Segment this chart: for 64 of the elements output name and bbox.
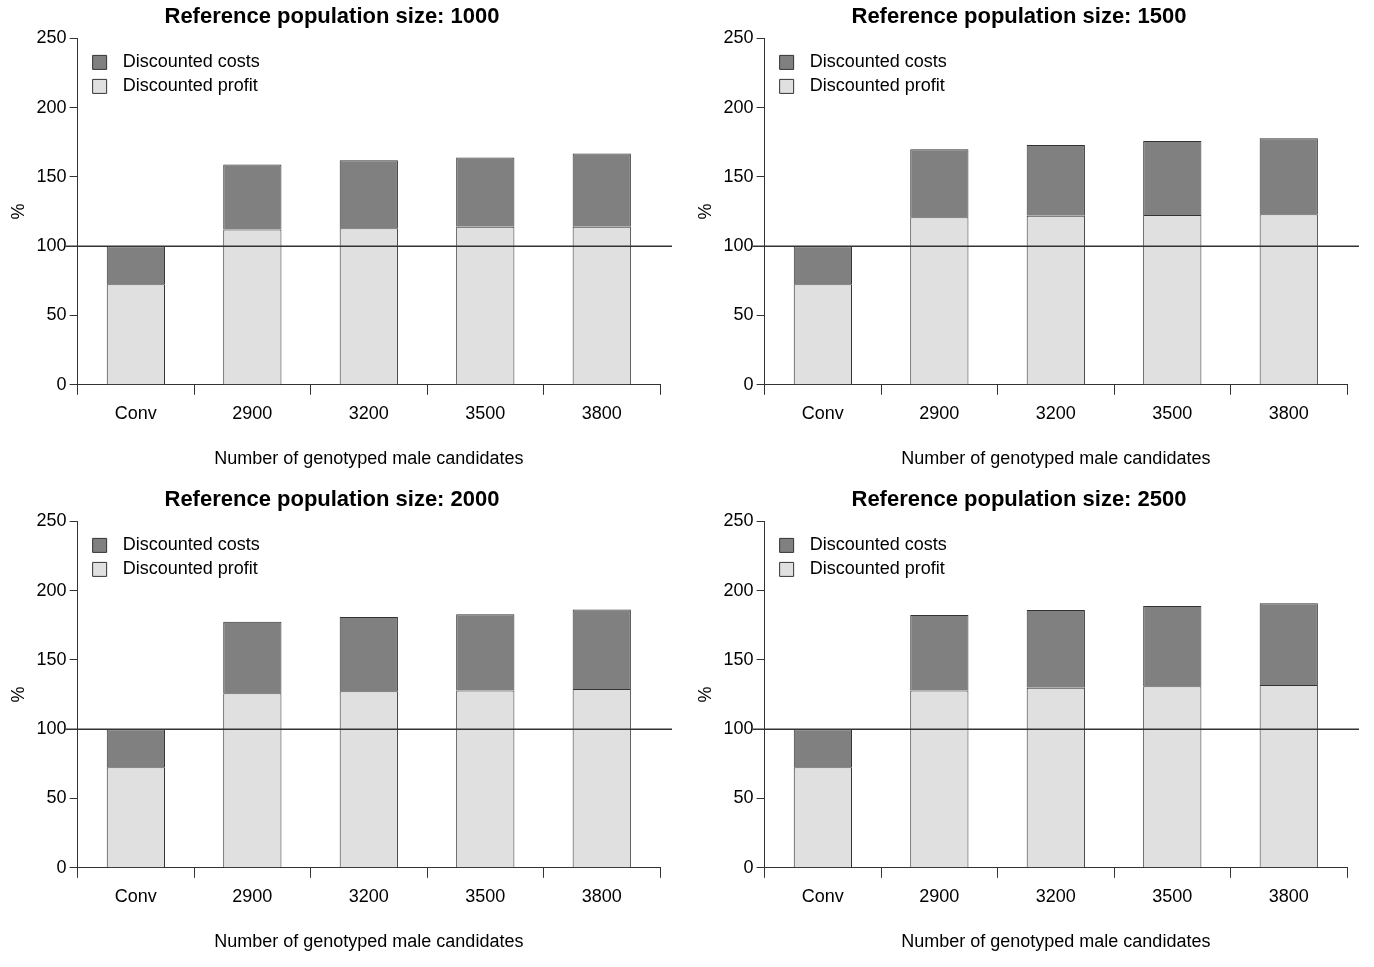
- y-tick-label: 50: [733, 304, 754, 325]
- y-tick-label: 150: [723, 648, 754, 669]
- y-tick-label: 100: [36, 718, 67, 739]
- x-tick-label: 3500: [1152, 885, 1193, 906]
- y-tick-label: 100: [36, 235, 67, 256]
- y-tick-label: 50: [46, 304, 67, 325]
- y-tick-label: 0: [56, 856, 67, 877]
- x-tick-label: 3800: [581, 885, 622, 906]
- legend-label: Discounted profit: [809, 75, 945, 96]
- x-tick-label: 3500: [465, 402, 506, 423]
- x-axis-title: Number of genotyped male candidates: [901, 931, 1211, 952]
- y-axis-title: %: [694, 203, 715, 220]
- y-axis-title: %: [7, 203, 28, 220]
- legend-label: Discounted profit: [809, 558, 945, 579]
- legend-label: Discounted profit: [122, 75, 258, 96]
- x-tick-label: 2900: [232, 885, 273, 906]
- x-tick-label: 3200: [1035, 885, 1076, 906]
- chart-title: Reference population size: 2000: [164, 486, 500, 512]
- y-axis-title: %: [694, 686, 715, 703]
- y-tick-label: 50: [733, 787, 754, 808]
- y-tick-label: 200: [36, 96, 67, 117]
- y-tick-label: 100: [723, 718, 754, 739]
- y-tick-label: 0: [56, 373, 67, 394]
- x-tick-label: 3800: [1268, 885, 1309, 906]
- x-tick-label: 3500: [465, 885, 506, 906]
- x-tick-label: 3500: [1152, 402, 1193, 423]
- chart-title: Reference population size: 1500: [851, 3, 1187, 29]
- y-tick-label: 250: [36, 510, 67, 531]
- x-tick-label: Conv: [114, 402, 157, 423]
- x-tick-label: 2900: [919, 885, 960, 906]
- x-tick-label: 3200: [348, 885, 389, 906]
- x-tick-label: 3800: [1268, 402, 1309, 423]
- legend-label: Discounted costs: [122, 534, 260, 555]
- legend-label: Discounted profit: [122, 558, 258, 579]
- y-tick-label: 100: [723, 235, 754, 256]
- x-tick-label: 2900: [232, 402, 273, 423]
- x-axis-title: Number of genotyped male candidates: [214, 931, 524, 952]
- chart-title: Reference population size: 1000: [164, 3, 500, 29]
- y-tick-label: 150: [723, 165, 754, 186]
- x-tick-label: 3200: [1035, 402, 1076, 423]
- legend-label: Discounted costs: [809, 51, 947, 72]
- y-tick-label: 250: [36, 27, 67, 48]
- x-tick-label: Conv: [801, 885, 844, 906]
- y-tick-label: 0: [743, 373, 754, 394]
- y-tick-label: 50: [46, 787, 67, 808]
- x-tick-label: Conv: [114, 885, 157, 906]
- x-tick-label: 2900: [919, 402, 960, 423]
- x-tick-label: 3800: [581, 402, 622, 423]
- y-tick-label: 150: [36, 648, 67, 669]
- y-tick-label: 200: [36, 579, 67, 600]
- y-axis-title: %: [7, 686, 28, 703]
- x-axis-title: Number of genotyped male candidates: [901, 448, 1211, 469]
- y-tick-label: 250: [723, 510, 754, 531]
- y-tick-label: 200: [723, 96, 754, 117]
- legend-label: Discounted costs: [809, 534, 947, 555]
- legend-label: Discounted costs: [122, 51, 260, 72]
- y-tick-label: 250: [723, 27, 754, 48]
- chart-title: Reference population size: 2500: [851, 486, 1187, 512]
- y-tick-label: 150: [36, 165, 67, 186]
- x-tick-label: 3200: [348, 402, 389, 423]
- x-axis-title: Number of genotyped male candidates: [214, 448, 524, 469]
- y-tick-label: 200: [723, 579, 754, 600]
- y-tick-label: 0: [743, 856, 754, 877]
- x-tick-label: Conv: [801, 402, 844, 423]
